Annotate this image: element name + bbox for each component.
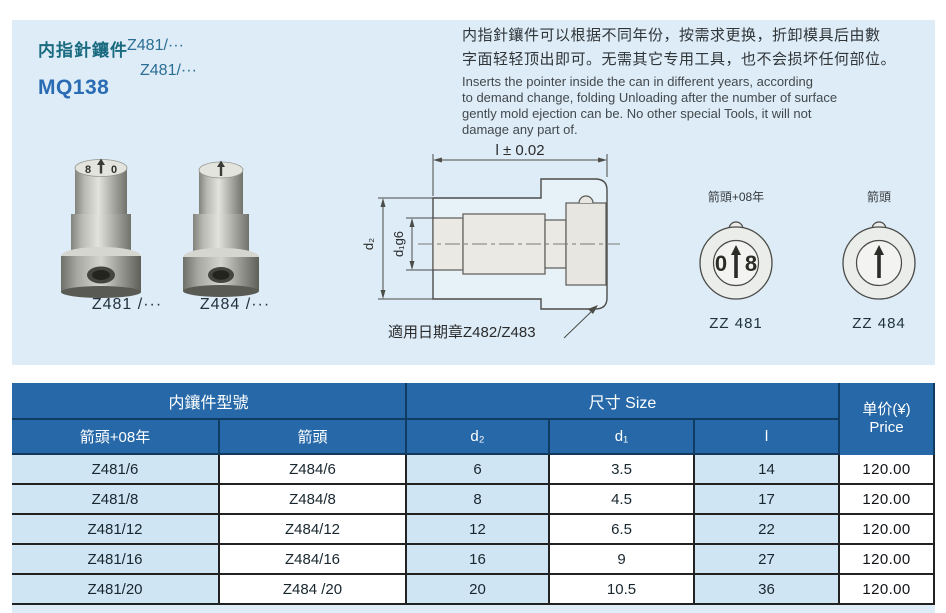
table-cell: Z481/8 <box>12 485 220 515</box>
face-view-zz481: 箭頭+08年 0 8 ZZ 481 <box>699 189 773 332</box>
face-digit-left: 0 <box>715 251 727 276</box>
part-code-line2: Z481/··· <box>140 62 197 79</box>
table-cell: 120.00 <box>840 485 935 515</box>
table-cell: 120.00 <box>840 455 935 485</box>
table-cell: 8 <box>407 485 550 515</box>
table-cell: 17 <box>695 485 840 515</box>
face-digit-right: 0 <box>111 164 117 176</box>
dim-length-label: l ± 0.02 <box>495 142 544 159</box>
table-cell: Z484/16 <box>220 545 407 575</box>
table-cell: 16 <box>407 545 550 575</box>
table-cell: 9 <box>550 545 695 575</box>
table-cell: 14 <box>695 455 840 485</box>
table-bottom-sliver <box>12 605 935 613</box>
description-en-line1: Inserts the pointer inside the can in di… <box>462 74 813 89</box>
table-cell: 4.5 <box>550 485 695 515</box>
table-cell: Z481/20 <box>12 575 220 605</box>
stamp-face-views: 箭頭+08年 0 8 ZZ 481 箭頭 ZZ 484 <box>699 189 916 332</box>
catalog-panel <box>12 20 935 365</box>
face-view-caption: 箭頭 <box>867 189 891 204</box>
table-cell: Z481/16 <box>12 545 220 575</box>
description-en-line3: gently mold ejection can be. No other sp… <box>462 106 812 121</box>
header-col-arrow-year: 箭頭+08年 <box>12 420 220 455</box>
table-cell: 27 <box>695 545 840 575</box>
face-digit-right: 8 <box>745 251 757 276</box>
table-cell: Z481/12 <box>12 515 220 545</box>
up-arrow-icon <box>874 245 884 278</box>
face-view-zz484: 箭頭 ZZ 484 <box>842 189 916 332</box>
header-group-size: 尺寸 Size <box>407 383 840 420</box>
face-digit-left: 8 <box>85 164 91 176</box>
head-bump <box>578 195 594 204</box>
header-col-l: l <box>695 420 840 455</box>
page-title: 内指針鑲件 <box>38 41 128 60</box>
table-cell: 120.00 <box>840 545 935 575</box>
table-cell: 6.5 <box>550 515 695 545</box>
table-cell: 3.5 <box>550 455 695 485</box>
header-group-model: 内鑲件型號 <box>12 383 407 420</box>
header-col-d2: d₂ <box>407 420 550 455</box>
face-view-label: ZZ 481 <box>709 315 763 332</box>
header-price: 单价(¥) Price <box>840 383 935 455</box>
date-stamp-note: 適用日期章Z482/Z483 <box>388 323 536 341</box>
header-price-title: 单价(¥) <box>862 401 911 418</box>
description-zh-line1: 内指針鑲件可以根据不同年份，按需求更换，折卸模具后由數 <box>462 27 881 44</box>
table-cell: 6 <box>407 455 550 485</box>
leader-arrow-icon <box>588 305 598 314</box>
table-cell: Z481/6 <box>12 455 220 485</box>
table-cell: Z484/12 <box>220 515 407 545</box>
stamp-face-arrow-icon <box>97 158 105 174</box>
dim-d2-label: d₂ <box>361 238 376 250</box>
table-cell: 22 <box>695 515 840 545</box>
description-en-line2: to demand change, folding Unloading afte… <box>462 90 838 105</box>
spec-table-body: Z481/6 Z484/6 6 3.5 14 120.00 Z481/8 Z48… <box>12 455 935 605</box>
header-col-arrow: 箭頭 <box>220 420 407 455</box>
table-cell: 36 <box>695 575 840 605</box>
up-arrow-icon <box>731 245 741 278</box>
table-cell: 20 <box>407 575 550 605</box>
header-col-d1: d₁ <box>550 420 695 455</box>
photo-label-z481: Z481 /··· <box>91 296 163 313</box>
part-photo-z484 <box>183 160 259 297</box>
product-photos: 8 0 <box>61 158 259 298</box>
dim-d1g6-label: d₁g6 <box>391 231 406 257</box>
table-cell: 12 <box>407 515 550 545</box>
table-cell: Z484/6 <box>220 455 407 485</box>
part-code-line1: Z481/··· <box>127 37 184 54</box>
stamp-face-arrow-icon <box>217 160 225 176</box>
table-cell: 120.00 <box>840 575 935 605</box>
description-en-line4: damage any part of. <box>462 122 578 137</box>
description-zh-line2: 字面轻轻顶出即可。无需其它专用工具，也不会损坏任何部位。 <box>462 51 897 68</box>
face-view-label: ZZ 484 <box>852 315 906 332</box>
table-cell: Z484 /20 <box>220 575 407 605</box>
table-cell: 120.00 <box>840 515 935 545</box>
description-block: 内指針鑲件可以根据不同年份，按需求更换，折卸模具后由數 字面轻轻顶出即可。无需其… <box>462 24 932 138</box>
spec-table-header: 内鑲件型號 尺寸 Size 单价(¥) Price 箭頭+08年 箭頭 d₂ d… <box>12 383 935 455</box>
face-view-caption: 箭頭+08年 <box>708 189 764 204</box>
table-cell: Z484/8 <box>220 485 407 515</box>
model-number: MQ138 <box>38 76 110 99</box>
photo-label-z484: Z484 /··· <box>199 296 271 313</box>
table-cell: 10.5 <box>550 575 695 605</box>
part-photo-z481: 8 0 <box>61 158 141 298</box>
spec-table: 内鑲件型號 尺寸 Size 单价(¥) Price 箭頭+08年 箭頭 d₂ d… <box>12 383 935 613</box>
cross-section-drawing: l ± 0.02 d₂ d₁g6 適用日期章Z482/Z483 <box>361 142 620 341</box>
header-price-sub: Price <box>869 419 904 436</box>
